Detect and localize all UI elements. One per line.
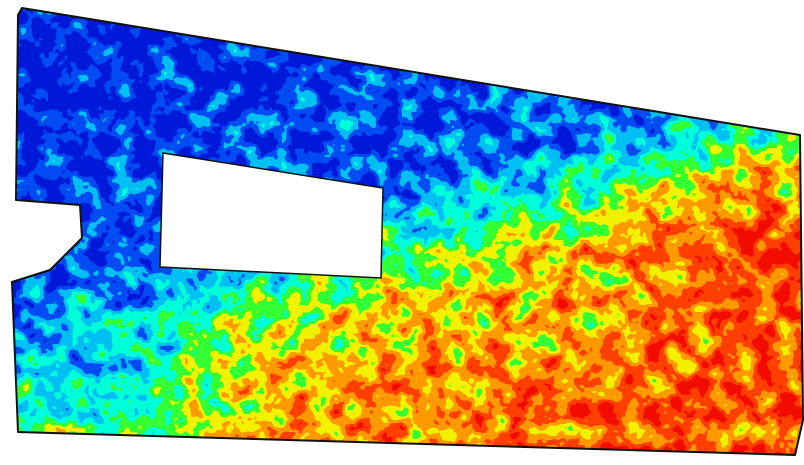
field-map [0,0,804,465]
page [0,0,804,465]
